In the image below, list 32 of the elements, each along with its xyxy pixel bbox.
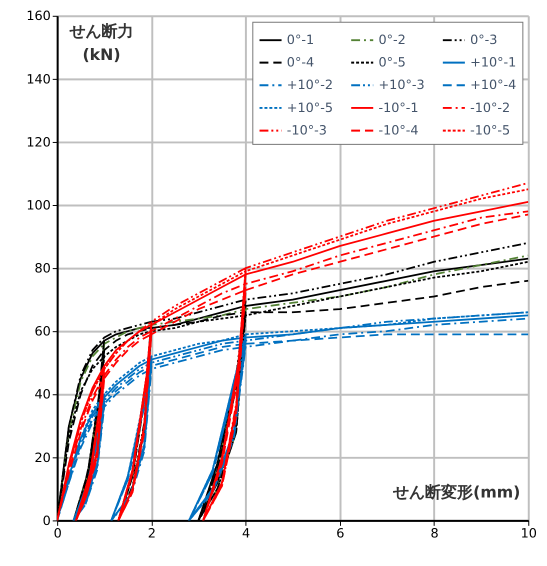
y-tick-label: 80: [34, 262, 51, 277]
x-tick-label: 2: [148, 526, 156, 542]
x-tick-label: 8: [430, 526, 439, 542]
legend-label: -10°-1: [378, 100, 419, 116]
x-tick-label: 10: [520, 526, 537, 542]
y-axis-title: せん断力 (kN): [68, 21, 134, 64]
legend-label: +10°-1: [470, 56, 516, 71]
legend-label: -10°-3: [286, 124, 327, 139]
legend-label: 0°-4: [286, 56, 314, 71]
legend-label: +10°-4: [470, 78, 516, 94]
x-tick-label: 6: [336, 526, 344, 542]
y-tick-label: 40: [34, 388, 51, 403]
legend-label: -10°-2: [470, 100, 510, 116]
legend-label: 0°-2: [378, 33, 406, 48]
y-tick-label: 120: [26, 135, 51, 150]
legend-label: -10°-4: [378, 124, 419, 139]
x-tick-label: 4: [242, 526, 250, 542]
y-tick-label: 160: [26, 9, 51, 24]
legend-label: +10°-5: [286, 100, 333, 116]
legend-label: 0°-5: [378, 56, 406, 71]
y-tick-label: 20: [34, 450, 51, 466]
legend-label: 0°-1: [286, 33, 314, 48]
legend-label: +10°-3: [378, 78, 425, 94]
y-tick-label: 140: [26, 72, 51, 88]
legend-label: 0°-3: [470, 33, 498, 48]
y-tick-label: 60: [34, 324, 51, 340]
y-tick-label: 100: [26, 198, 51, 214]
x-axis-title: せん断変形(mm): [392, 482, 520, 502]
y-tick-label: 0: [42, 514, 51, 529]
legend-label: -10°-5: [470, 124, 510, 139]
x-tick-label: 0: [54, 526, 62, 542]
legend-label: +10°-2: [286, 78, 333, 94]
